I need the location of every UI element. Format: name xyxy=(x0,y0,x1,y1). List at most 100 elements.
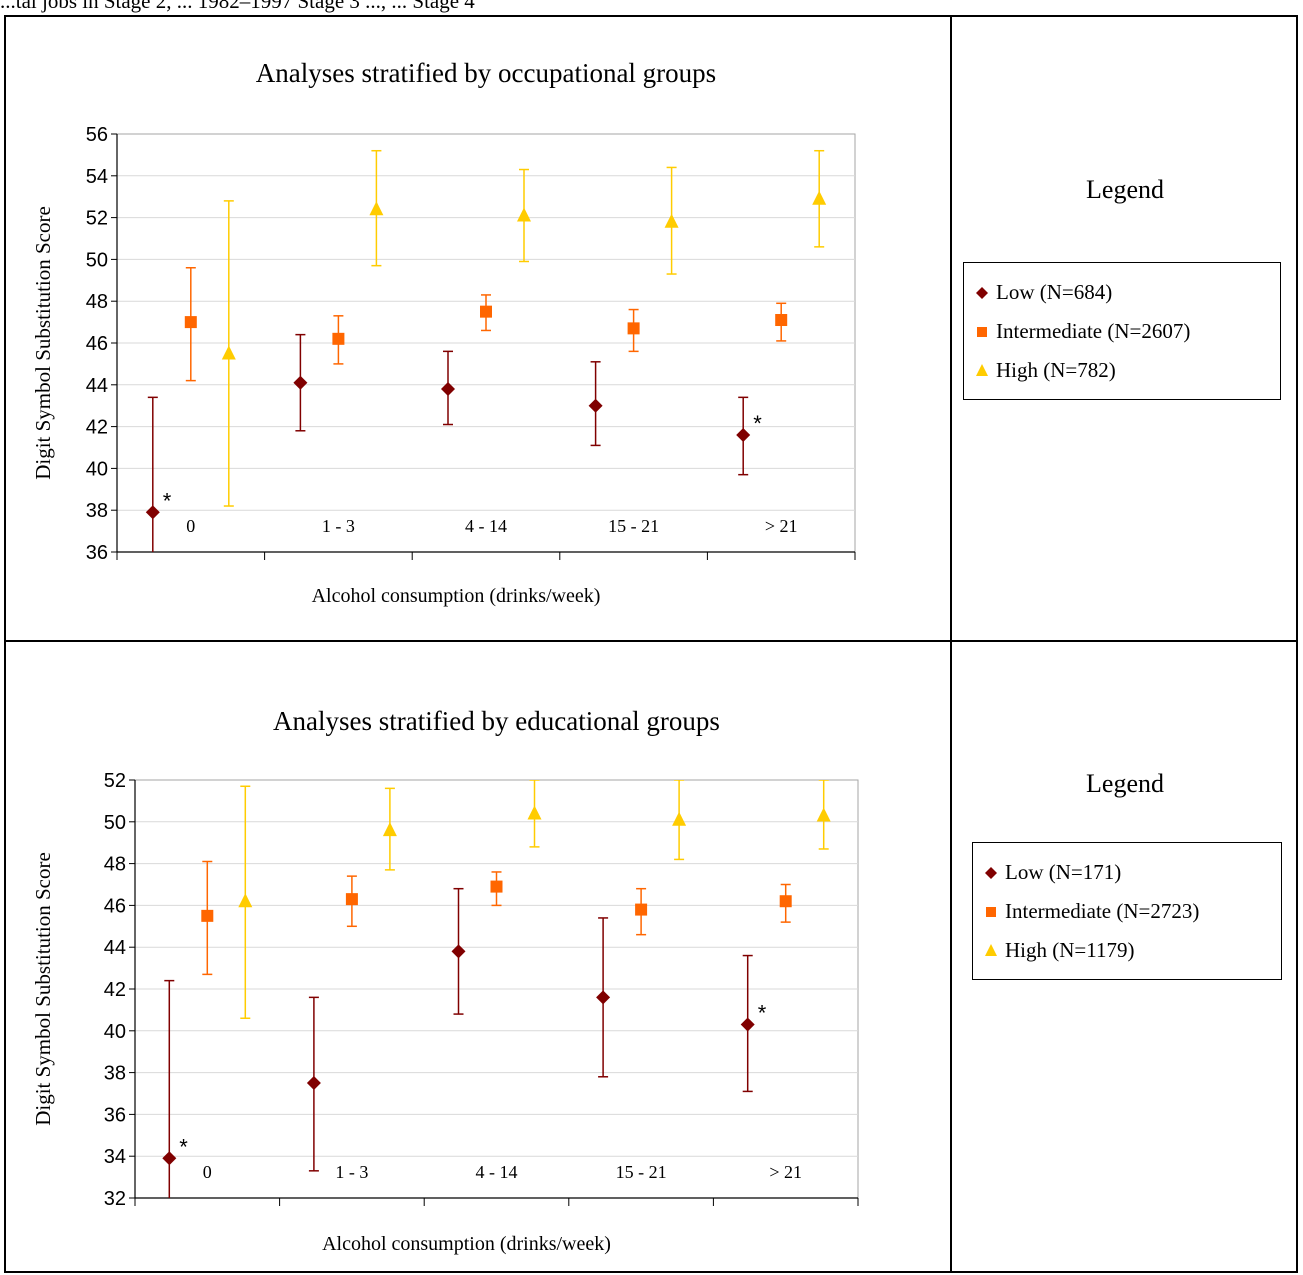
legend-entry: High (N=1179) xyxy=(983,931,1281,970)
occupational-y-tick-label: 52 xyxy=(86,208,108,230)
occupational-series-layer xyxy=(145,149,827,552)
occupational-category-label: 4 - 14 xyxy=(465,516,507,536)
occupational-chart-title: Analyses stratified by occupational grou… xyxy=(256,58,716,88)
legend-entry: Low (N=171) xyxy=(983,853,1281,892)
legend-label: Intermediate (N=2723) xyxy=(1005,899,1200,923)
occupational-data-point xyxy=(517,207,531,222)
educational-y-tick-label: 34 xyxy=(104,1146,126,1168)
educational-significance-star: * xyxy=(179,1134,188,1159)
occupational-data-point xyxy=(480,305,492,318)
educational-series-square xyxy=(201,860,792,976)
legend-diamond-marker xyxy=(985,866,997,879)
legend-triangle-marker xyxy=(976,363,988,376)
educational-data-point xyxy=(201,909,214,922)
occupational-y-tick-label: 38 xyxy=(86,500,108,522)
row-divider xyxy=(4,640,1298,642)
educational-x-axis-label: Alcohol consumption (drinks/week) xyxy=(322,1233,611,1255)
educational-y-tick-label: 38 xyxy=(104,1063,126,1085)
occupational-y-tick-label: 36 xyxy=(86,542,108,564)
legend-square-marker xyxy=(986,906,996,917)
educational-data-point xyxy=(382,822,397,837)
legend-label: Intermediate (N=2607) xyxy=(996,319,1191,343)
occupational-category-label: 15 - 21 xyxy=(608,516,659,536)
legend-label: High (N=1179) xyxy=(1005,938,1135,962)
occupational-data-point xyxy=(184,316,197,329)
occupational-y-tick-label: 46 xyxy=(86,333,108,355)
legend-diamond-marker xyxy=(976,286,988,299)
legend-educational: Low (N=171) Intermediate (N=2723) High (N=… xyxy=(972,842,1282,980)
occupational-y-tick-label: 48 xyxy=(86,291,108,313)
educational-y-tick-label: 52 xyxy=(104,770,126,792)
occupational-data-point xyxy=(588,398,603,413)
legend-diamond-marker-icon xyxy=(985,866,997,879)
legend-square-marker-icon xyxy=(986,906,996,917)
educational-series-triangle xyxy=(238,780,831,1020)
occupational-category-label: 0 xyxy=(186,516,195,536)
educational-category-label: > 21 xyxy=(769,1162,802,1182)
educational-data-point xyxy=(816,807,831,822)
legend-triangle-marker xyxy=(985,943,997,956)
occupational-data-point xyxy=(221,345,236,360)
educational-data-point xyxy=(596,990,611,1005)
educational-data-point xyxy=(490,880,503,893)
legend-triangle-marker-icon xyxy=(976,363,988,376)
occupational-chart: Analyses stratified by occupational grou… xyxy=(31,58,856,607)
occupational-data-point xyxy=(369,201,384,216)
occupational-series-square xyxy=(184,267,788,382)
educational-y-tick-label: 48 xyxy=(104,854,126,876)
occupational-x-axis-label: Alcohol consumption (drinks/week) xyxy=(312,585,601,607)
occupational-data-point xyxy=(145,505,160,520)
occupational-series-triangle xyxy=(221,149,827,507)
occupational-data-point xyxy=(812,190,827,205)
occupational-y-tick-label: 50 xyxy=(86,249,108,271)
educational-data-point xyxy=(779,895,792,908)
educational-chart: Analyses stratified by educational group… xyxy=(31,706,859,1255)
educational-data-point xyxy=(740,1017,755,1032)
educational-category-label: 1 - 3 xyxy=(335,1162,368,1182)
occupational-y-tick-label: 54 xyxy=(86,166,108,188)
occupational-y-tick-label: 56 xyxy=(86,124,108,146)
occupational-y-tick-label: 42 xyxy=(86,417,108,439)
educational-significance-star: * xyxy=(758,1001,767,1026)
educational-chart-panel: Analyses stratified by educational group… xyxy=(0,648,950,1268)
top-caption: ...tal jobs in Stage 2, ... 1982–1997 St… xyxy=(0,0,475,13)
occupational-data-point xyxy=(775,314,788,327)
occupational-data-point xyxy=(736,427,751,442)
legend-square-marker-icon xyxy=(977,326,987,337)
occupational-y-tick-label: 44 xyxy=(86,375,108,397)
educational-series-layer xyxy=(162,780,831,1198)
educational-y-tick-label: 44 xyxy=(104,937,126,959)
educational-y-tick-label: 36 xyxy=(104,1104,126,1126)
legend-label: Low (N=684) xyxy=(996,280,1113,304)
legend-diamond-marker-icon xyxy=(976,286,988,299)
educational-y-axis-label: Digit Symbol Substitution Score xyxy=(31,852,55,1126)
occupational-category-label: > 21 xyxy=(765,516,798,536)
legend-occupational: Low (N=684) Intermediate (N=2607) High (N=… xyxy=(963,262,1281,400)
legend-triangle-marker-icon xyxy=(985,943,997,956)
educational-data-point xyxy=(527,805,542,820)
occupational-y-tick-label: 40 xyxy=(86,458,108,480)
occupational-y-axis-label: Digit Symbol Substitution Score xyxy=(31,206,55,480)
legend-entry: Intermediate (N=2723) xyxy=(983,892,1281,931)
legend-label: High (N=782) xyxy=(996,358,1116,382)
legend-title-educational: Legend xyxy=(1086,769,1164,798)
educational-data-point xyxy=(238,893,253,908)
educational-series-diamond xyxy=(162,887,755,1198)
occupational-data-point xyxy=(627,322,640,335)
legend-square-marker xyxy=(977,326,987,337)
legend-label: Low (N=171) xyxy=(1005,860,1122,884)
occupational-data-point xyxy=(441,381,455,396)
legend-entry: Low (N=684) xyxy=(974,273,1280,312)
educational-data-point xyxy=(672,811,687,826)
occupational-chart-panel: Analyses stratified by occupational grou… xyxy=(0,22,950,642)
educational-y-tick-label: 42 xyxy=(104,979,126,1001)
occupational-category-label: 1 - 3 xyxy=(322,516,355,536)
educational-category-label: 0 xyxy=(203,1162,212,1182)
occupational-data-point xyxy=(293,375,308,390)
educational-chart-title: Analyses stratified by educational group… xyxy=(273,706,720,736)
legend-entry: Intermediate (N=2607) xyxy=(974,312,1280,351)
educational-y-tick-label: 46 xyxy=(104,895,126,917)
occupational-series-diamond xyxy=(145,333,751,552)
educational-y-tick-label: 50 xyxy=(104,812,126,834)
educational-data-point xyxy=(635,903,648,916)
